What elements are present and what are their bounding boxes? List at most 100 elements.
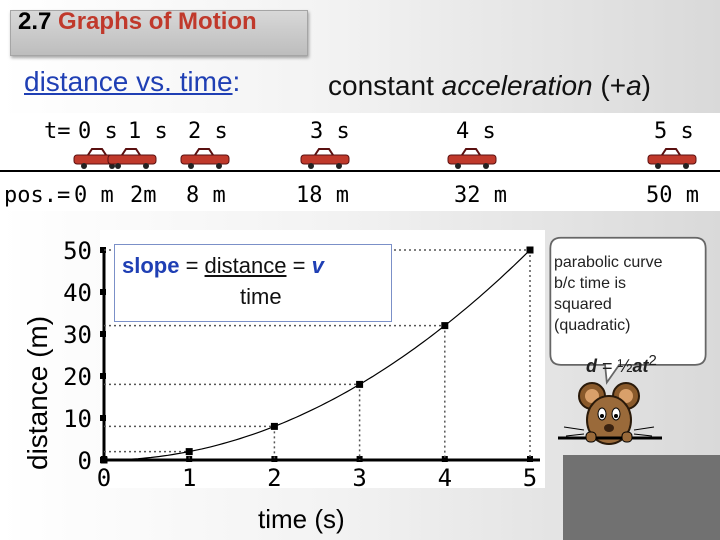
note-line-2: b/c time is <box>554 275 627 292</box>
car-body-5 <box>647 154 697 165</box>
data-point-4 <box>441 322 449 330</box>
y-tick-label-1: 10 <box>63 405 92 433</box>
y-tick-label-2: 20 <box>63 363 92 391</box>
car-icon-2 <box>180 148 230 169</box>
x-tick-mark-3 <box>356 456 363 462</box>
car-cab-1 <box>121 148 141 156</box>
slope-distance-word: distance <box>204 253 287 278</box>
plot-layer: 0 10 20 30 40 50 0 1 2 3 4 5 <box>63 237 540 492</box>
slope-equals-2: = <box>286 253 312 278</box>
note-line-4: (quadratic) <box>554 317 631 334</box>
car-cab-3 <box>314 148 334 156</box>
car-wheel-front-4 <box>483 163 489 169</box>
car-wheel-front-5 <box>683 163 689 169</box>
y-tick-label-4: 40 <box>63 279 92 307</box>
car-cab-0 <box>87 148 107 156</box>
car-body-2 <box>180 154 230 165</box>
data-point-5 <box>526 246 534 254</box>
title-bar <box>10 10 308 56</box>
slope-equals-1: = <box>179 253 205 278</box>
position-label-4: 32 m <box>454 183 507 208</box>
car-cab-5 <box>661 148 681 156</box>
slope-time-word: time <box>240 284 282 309</box>
heading-colon: : <box>232 66 241 97</box>
x-tick-mark-1 <box>186 456 193 462</box>
car-wheel-rear-5 <box>655 163 661 169</box>
slide-title: 2.7 Graphs of Motion <box>18 8 257 36</box>
x-axis-label: time (s) <box>258 504 345 534</box>
motion-strip-svg <box>0 148 720 172</box>
heading-graph-type-text: distance vs. time <box>24 66 233 97</box>
data-point-2 <box>270 422 278 430</box>
heading-motion-type: constant acceleration (+a) <box>328 70 651 102</box>
mouse-mascot-icon <box>558 382 662 445</box>
note-formula: d = ½at2 <box>586 352 657 377</box>
y-axis-label: distance (m) <box>22 315 53 470</box>
data-point-3 <box>356 380 364 388</box>
car-body-4 <box>447 154 497 165</box>
position-label-1: 2m <box>130 183 157 208</box>
y-tick-mark-1 <box>100 415 106 421</box>
car-wheel-rear-2 <box>188 163 194 169</box>
time-label-2: 2 s <box>188 119 228 144</box>
data-point-0 <box>100 456 108 464</box>
car-wheel-rear-1 <box>115 163 121 169</box>
time-label-5: 5 s <box>654 119 694 144</box>
x-tick-mark-5 <box>527 456 533 462</box>
heading-prefix: constant <box>328 70 442 101</box>
car-body-1 <box>107 154 157 165</box>
y-tick-mark-4 <box>100 289 106 295</box>
time-label-0: 0 s <box>78 119 118 144</box>
formula-at: at <box>632 356 649 376</box>
slope-word: slope <box>122 253 180 278</box>
y-tick-mark-2 <box>100 373 106 379</box>
x-tick-label-4: 4 <box>438 464 452 492</box>
y-tick-label-0: 0 <box>78 447 92 475</box>
car-cab-4 <box>461 148 481 156</box>
car-icon-4 <box>447 148 497 169</box>
car-icon-1 <box>107 148 157 169</box>
position-label-2: 8 m <box>186 183 226 208</box>
car-wheel-front-2 <box>216 163 222 169</box>
speech-bubble-shape <box>549 236 707 385</box>
cars-group <box>73 148 697 169</box>
heading-acceleration: acceleration <box>441 70 593 101</box>
position-label-3: 18 m <box>296 183 349 208</box>
heading-paren-open: (+ <box>592 70 627 101</box>
time-prefix: t= <box>44 119 71 144</box>
car-icon-3 <box>300 148 350 169</box>
slope-equation: slope = distance = v <box>122 253 324 279</box>
car-body-3 <box>300 154 350 165</box>
car-wheel-rear-0 <box>81 163 87 169</box>
formula-eq: = ½ <box>597 356 633 376</box>
y-tick-label-5: 50 <box>63 237 92 265</box>
title-number: 2.7 <box>18 8 52 35</box>
car-wheel-front-3 <box>336 163 342 169</box>
car-cab-2 <box>194 148 214 156</box>
title-name: Graphs of Motion <box>58 8 257 35</box>
motion-strip: t= 0 s 1 s 2 s 3 s 4 s 5 s pos.= 0 m 2m … <box>0 113 720 211</box>
car-wheel-rear-3 <box>308 163 314 169</box>
x-tick-mark-2 <box>271 456 278 462</box>
position-label-5: 50 m <box>646 183 699 208</box>
slope-box <box>114 244 392 322</box>
time-label-3: 3 s <box>310 119 350 144</box>
corner-decoration <box>563 455 720 540</box>
x-tick-label-0: 0 <box>97 464 111 492</box>
slope-velocity: v <box>311 253 324 278</box>
x-tick-label-3: 3 <box>352 464 366 492</box>
note-line-3: squared <box>554 296 612 313</box>
speech-bubble <box>549 236 707 385</box>
note-line-1: parabolic curve <box>554 254 663 271</box>
x-tick-label-1: 1 <box>182 464 196 492</box>
y-tick-mark-3 <box>100 331 106 337</box>
heading-var-a: a <box>626 70 642 101</box>
time-label-1: 1 s <box>128 119 168 144</box>
formula-exp: 2 <box>648 352 657 369</box>
data-point-1 <box>185 448 193 456</box>
x-tick-mark-4 <box>441 456 448 462</box>
position-label-0: 0 m <box>74 183 114 208</box>
heading-graph-type: distance vs. time: <box>24 66 240 98</box>
time-label-4: 4 s <box>456 119 496 144</box>
car-icon-5 <box>647 148 697 169</box>
